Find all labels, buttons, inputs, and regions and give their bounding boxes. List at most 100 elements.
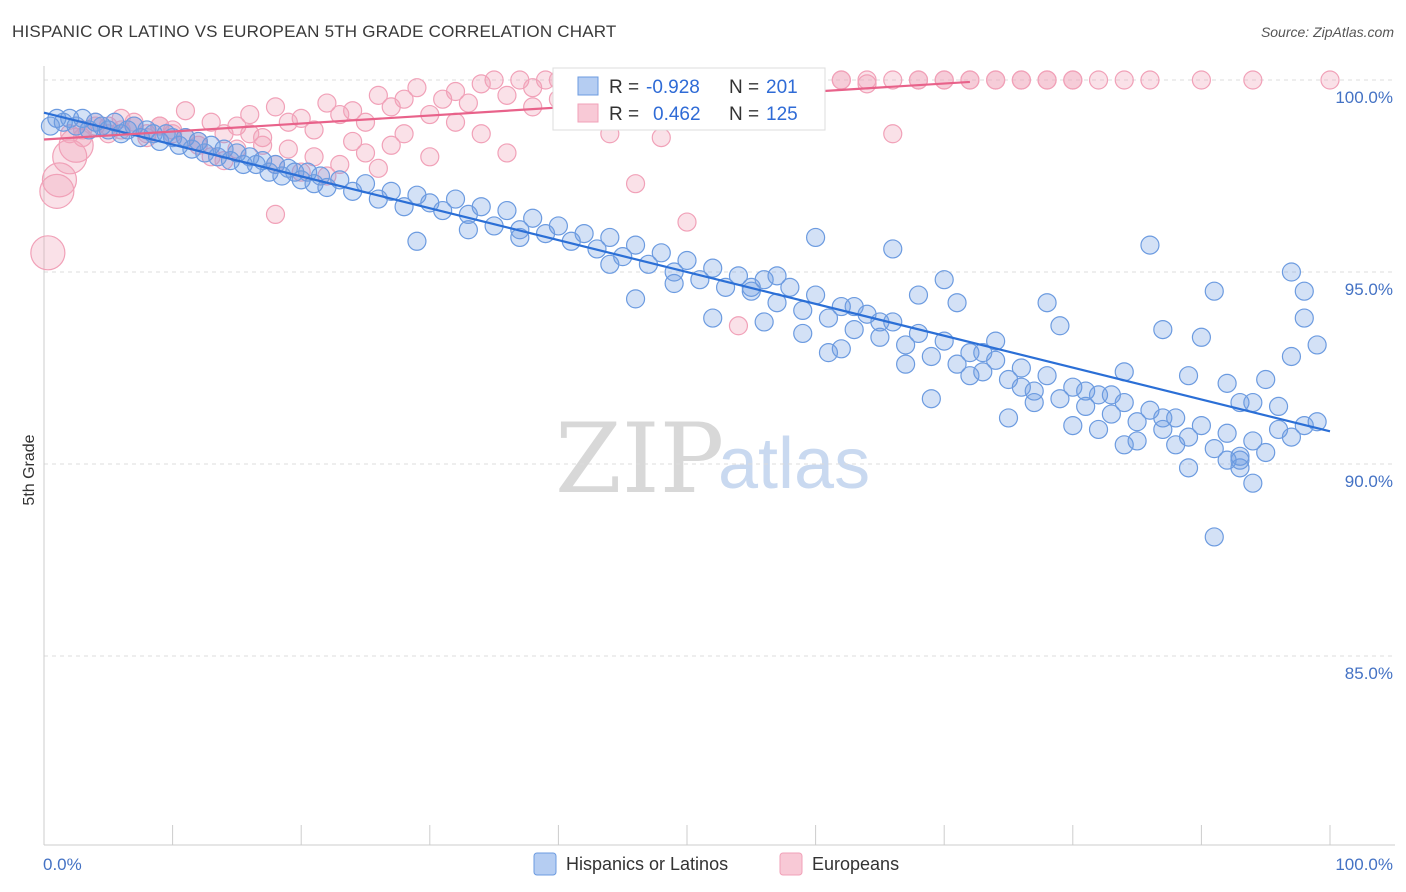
hispanic-point-169 xyxy=(1281,262,1302,282)
hispanic-point-134 xyxy=(896,354,916,374)
hispanic-point-141 xyxy=(1076,381,1096,401)
europeans-point-98 xyxy=(523,97,543,117)
hispanic-point-162 xyxy=(1011,377,1031,397)
hispanic-point-135 xyxy=(921,389,941,409)
hispanic-point-29 xyxy=(227,143,247,163)
legend-r-value-2: 0.462 xyxy=(653,104,701,125)
hispanic-point-137 xyxy=(973,343,993,363)
legend-r-label-2: R = xyxy=(609,104,639,125)
europeans-point-93 xyxy=(394,124,414,144)
europeans-point-0 xyxy=(30,235,66,271)
axes xyxy=(43,66,1395,846)
hispanic-point-167 xyxy=(1268,396,1289,416)
hispanic-point-129 xyxy=(767,266,787,286)
europeans-point-27 xyxy=(355,112,376,132)
bottom-legend-swatch-pink xyxy=(779,852,803,876)
hispanic-point-31 xyxy=(240,147,260,167)
europeans-point-37 xyxy=(484,70,504,90)
hispanic-point-102 xyxy=(1076,396,1096,416)
hispanic-point-84 xyxy=(844,320,864,340)
hispanic-point-0 xyxy=(40,116,61,136)
hispanic-point-71 xyxy=(677,250,697,271)
hispanic-point-122 xyxy=(458,220,478,240)
hispanic-point-149 xyxy=(1281,346,1302,367)
hispanic-point-168 xyxy=(1294,281,1314,301)
europeans-point-125 xyxy=(1011,70,1031,90)
hispanic-point-97 xyxy=(1011,358,1031,378)
europeans-point-18 xyxy=(240,104,260,125)
watermark: ZIP atlas xyxy=(555,403,870,515)
hispanic-point-104 xyxy=(1101,404,1121,424)
hispanic-point-179 xyxy=(1217,373,1237,393)
chart-title: HISPANIC OR LATINO VS EUROPEAN 5TH GRADE… xyxy=(12,22,617,41)
hispanic-point-111 xyxy=(1191,416,1212,436)
y-axis-label: 5th Grade xyxy=(21,434,38,505)
stats-legend: R = -0.928 N = 201 R = 0.462 N = 125 xyxy=(552,67,826,131)
y-tick-label-0: 100.0% xyxy=(1335,88,1393,107)
hispanic-point-163 xyxy=(1063,416,1083,436)
europeans-point-104 xyxy=(677,212,697,232)
europeans-point-28 xyxy=(368,85,388,105)
hispanic-point-113 xyxy=(1217,423,1237,443)
hispanic-point-152 xyxy=(883,239,903,259)
hispanic-point-79 xyxy=(780,277,800,297)
hispanic-point-132 xyxy=(844,296,864,317)
europeans-point-95 xyxy=(445,112,466,132)
bottom-legend-swatch-blue xyxy=(533,852,557,876)
hispanic-point-158 xyxy=(1294,308,1314,328)
hispanic-point-88 xyxy=(896,335,916,355)
europeans-point-21 xyxy=(278,112,298,132)
europeans-point-116 xyxy=(986,70,1006,90)
hispanic-point-98 xyxy=(1024,381,1044,401)
europeans-point-113 xyxy=(265,204,286,224)
hispanic-point-125 xyxy=(625,289,646,309)
europeans-point-34 xyxy=(445,81,466,102)
europeans-point-127 xyxy=(1063,70,1083,90)
europeans-point-70 xyxy=(1140,70,1160,90)
hispanic-trend-line xyxy=(43,111,1331,433)
hispanic-point-180 xyxy=(1243,392,1263,413)
hispanic-point-164 xyxy=(1140,235,1160,255)
europeans-point-25 xyxy=(330,104,350,125)
x-tick-label-right: 100.0% xyxy=(1335,855,1393,874)
hispanic-point-63 xyxy=(574,224,594,244)
hispanic-point-177 xyxy=(1114,435,1134,455)
hispanic-point-73 xyxy=(703,258,723,278)
hispanic-point-150 xyxy=(1307,335,1327,355)
hispanic-point-69 xyxy=(651,243,671,263)
hispanic-point-100 xyxy=(1050,389,1070,409)
hispanic-point-65 xyxy=(600,227,620,248)
hispanic-point-86 xyxy=(870,327,890,347)
legend-swatch-pink xyxy=(577,103,599,123)
hispanic-point-94 xyxy=(973,362,993,382)
hispanic-point-148 xyxy=(1256,369,1276,390)
hispanic-point-57 xyxy=(497,200,517,221)
europeans-point-69 xyxy=(1114,70,1134,90)
legend-r-value-1: -0.928 xyxy=(646,77,700,98)
europeans-point-1 xyxy=(39,173,75,209)
bottom-legend-label-hispanic: Hispanics or Latinos xyxy=(566,854,728,874)
hispanic-point-90 xyxy=(921,346,941,367)
legend-swatch-blue xyxy=(577,76,599,96)
europeans-point-97 xyxy=(497,143,517,163)
europeans-point-35 xyxy=(458,93,478,113)
legend-r-label-1: R = xyxy=(609,77,639,98)
europeans-point-23 xyxy=(304,120,324,140)
europeans-point-81 xyxy=(240,124,260,144)
europeans-point-103 xyxy=(651,128,671,148)
hispanic-point-130 xyxy=(793,323,813,344)
legend-n-value-2: 125 xyxy=(766,104,798,125)
hispanic-point-131 xyxy=(818,343,839,363)
hispanic-point-67 xyxy=(625,235,646,255)
y-tick-label-3: 85.0% xyxy=(1345,664,1393,683)
europeans-point-110 xyxy=(831,70,851,90)
hispanic-point-82 xyxy=(818,308,839,328)
europeans-point-24 xyxy=(317,93,337,113)
europeans-point-115 xyxy=(960,70,980,90)
europeans-point-94 xyxy=(420,147,440,167)
hispanic-point-160 xyxy=(831,339,851,359)
europeans-point-84 xyxy=(278,139,298,159)
hispanic-point-99 xyxy=(1037,366,1057,386)
watermark-zip: ZIP xyxy=(555,403,724,515)
